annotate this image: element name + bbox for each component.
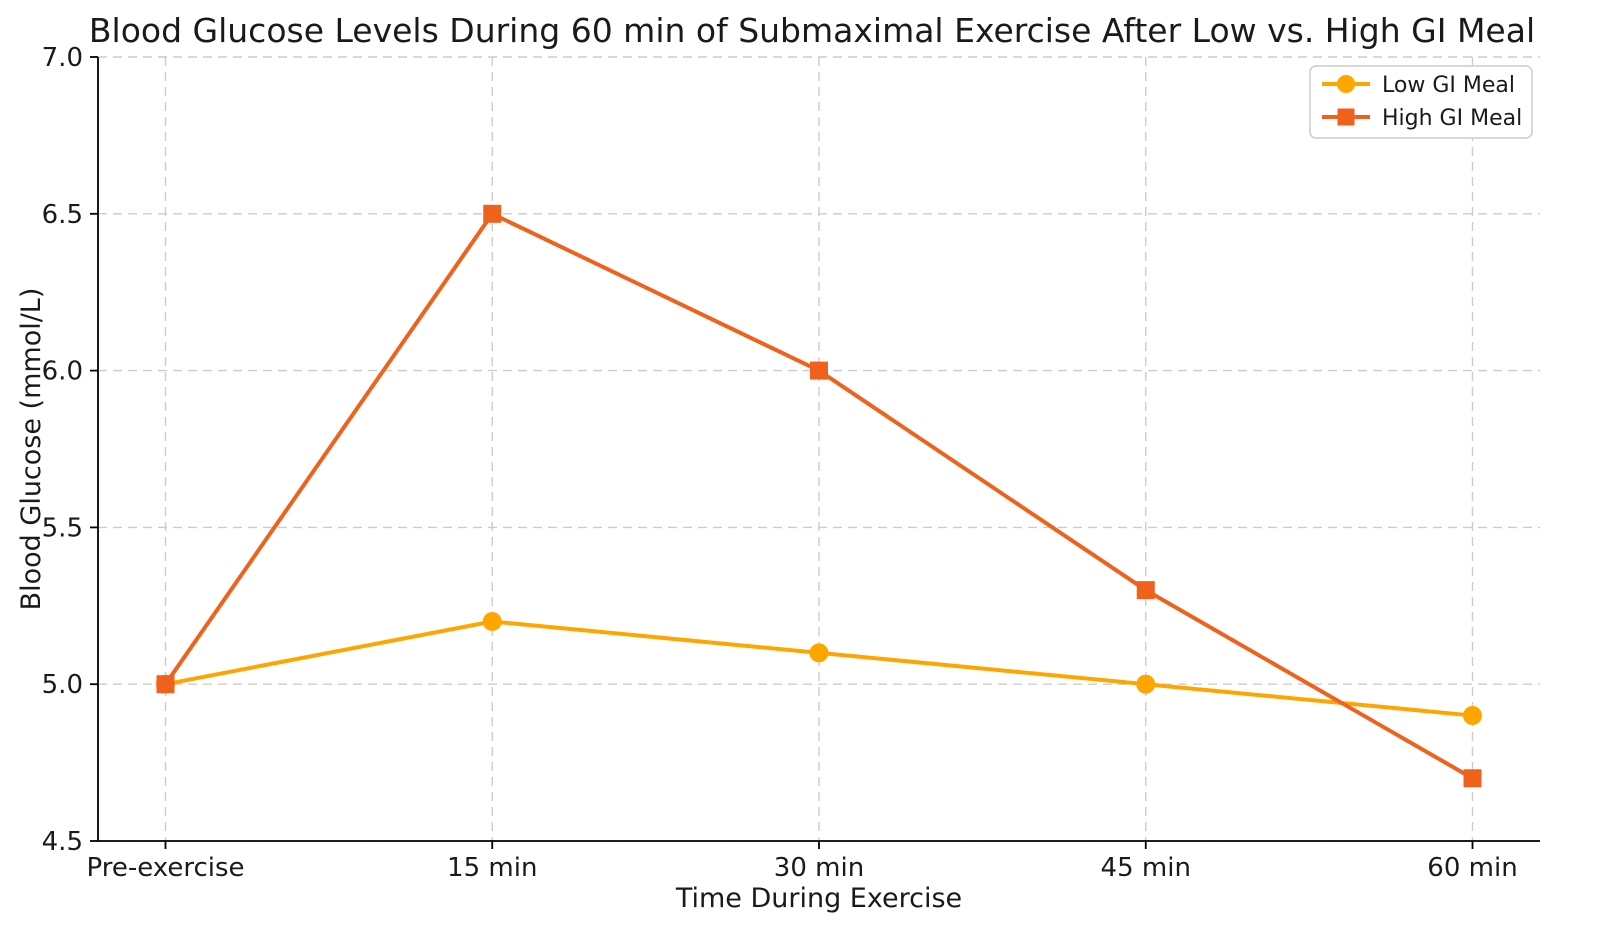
legend-marker-square — [1337, 108, 1355, 126]
data-point-square — [810, 361, 828, 380]
data-point-circle — [1463, 706, 1482, 726]
y-tick-label: 4.5 — [42, 827, 83, 857]
chart-title: Blood Glucose Levels During 60 min of Su… — [89, 11, 1535, 50]
data-series — [156, 204, 1482, 788]
x-tick-label: 30 min — [774, 853, 864, 883]
y-axis-label: Blood Glucose (mmol/L) — [16, 288, 47, 611]
legend: Low GI Meal High GI Meal — [1309, 65, 1533, 139]
y-tick-label: 5.0 — [42, 670, 83, 700]
data-point-square — [483, 204, 502, 223]
x-tick-label: 45 min — [1101, 853, 1191, 883]
y-tick-label: 7.0 — [42, 43, 83, 73]
data-point-circle — [809, 643, 829, 663]
data-point-square — [156, 675, 175, 694]
data-point-square — [1463, 769, 1482, 788]
legend-label: Low GI Meal — [1382, 73, 1515, 98]
gridlines — [98, 56, 1540, 842]
x-tick-label: Pre-exercise — [86, 853, 244, 883]
y-tick-label: 5.5 — [42, 513, 83, 543]
y-tick-label: 6.5 — [42, 200, 83, 230]
tick-labels: Pre-exercise 15 min 30 min 45 min 60 min 4.5 5… — [42, 43, 1518, 883]
x-tick-label: 15 min — [447, 853, 537, 883]
legend-label: High GI Meal — [1382, 106, 1522, 131]
x-axis-label: Time During Exercise — [675, 883, 962, 914]
data-point-circle — [1136, 674, 1156, 694]
x-tick-label: 60 min — [1427, 853, 1517, 883]
data-point-circle — [482, 611, 502, 631]
legend-marker-circle — [1337, 75, 1355, 93]
y-tick-label: 6.0 — [42, 357, 83, 387]
axis-ticks — [90, 56, 1474, 849]
data-point-square — [1136, 581, 1155, 600]
